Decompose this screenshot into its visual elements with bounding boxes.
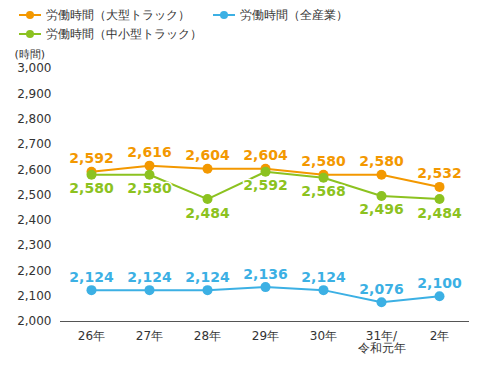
- svg-text:2,580: 2,580: [359, 153, 404, 169]
- html-text:労働時間（全産業）: 労働時間（全産業）: [240, 7, 348, 22]
- svg-text:2,124: 2,124: [301, 269, 346, 285]
- svg-text:2,100: 2,100: [17, 289, 51, 303]
- svg-text:(時間): (時間): [15, 48, 46, 61]
- svg-text:31年/令和元年: 31年/令和元年: [358, 329, 406, 355]
- svg-text:2,600: 2,600: [17, 163, 51, 177]
- svg-text:2,400: 2,400: [17, 213, 51, 227]
- svg-text:2,100: 2,100: [417, 275, 462, 291]
- svg-text:3,000: 3,000: [17, 61, 51, 75]
- svg-text:2,484: 2,484: [185, 205, 230, 221]
- svg-text:30年: 30年: [310, 329, 337, 343]
- svg-text:2,604: 2,604: [243, 147, 288, 163]
- svg-text:2,700: 2,700: [17, 137, 51, 151]
- svg-text:2,580: 2,580: [69, 180, 114, 196]
- svg-text:2,136: 2,136: [243, 266, 287, 282]
- svg-text:2,000: 2,000: [17, 314, 51, 328]
- svg-text:2,500: 2,500: [17, 188, 51, 202]
- html-text:労働時間（大型トラック）: 労働時間（大型トラック）: [46, 7, 190, 22]
- svg-text:2,124: 2,124: [69, 269, 114, 285]
- svg-text:2,568: 2,568: [301, 183, 345, 199]
- svg-text:2,604: 2,604: [185, 147, 230, 163]
- svg-text:2,616: 2,616: [127, 144, 171, 160]
- svg-text:26年: 26年: [78, 329, 105, 343]
- svg-text:27年: 27年: [136, 329, 163, 343]
- svg-text:2,124: 2,124: [185, 269, 230, 285]
- svg-text:2,496: 2,496: [359, 201, 403, 217]
- svg-text:2,532: 2,532: [417, 165, 461, 181]
- svg-text:2,580: 2,580: [301, 153, 346, 169]
- svg-text:2,592: 2,592: [243, 177, 287, 193]
- svg-text:2,800: 2,800: [17, 112, 51, 126]
- svg-text:2,592: 2,592: [69, 150, 113, 166]
- svg-text:2,200: 2,200: [17, 264, 51, 278]
- svg-text:29年: 29年: [252, 329, 279, 343]
- svg-text:2,300: 2,300: [17, 238, 51, 252]
- svg-text:2,076: 2,076: [359, 281, 403, 297]
- svg-text:2,124: 2,124: [127, 269, 172, 285]
- svg-text:2,900: 2,900: [17, 87, 51, 101]
- svg-text:2年: 2年: [430, 329, 450, 343]
- svg-text:2,484: 2,484: [417, 205, 462, 221]
- svg-text:28年: 28年: [194, 329, 221, 343]
- html-text:労働時間（中小型トラック）: 労働時間（中小型トラック）: [46, 26, 202, 41]
- svg-text:2,580: 2,580: [127, 180, 172, 196]
